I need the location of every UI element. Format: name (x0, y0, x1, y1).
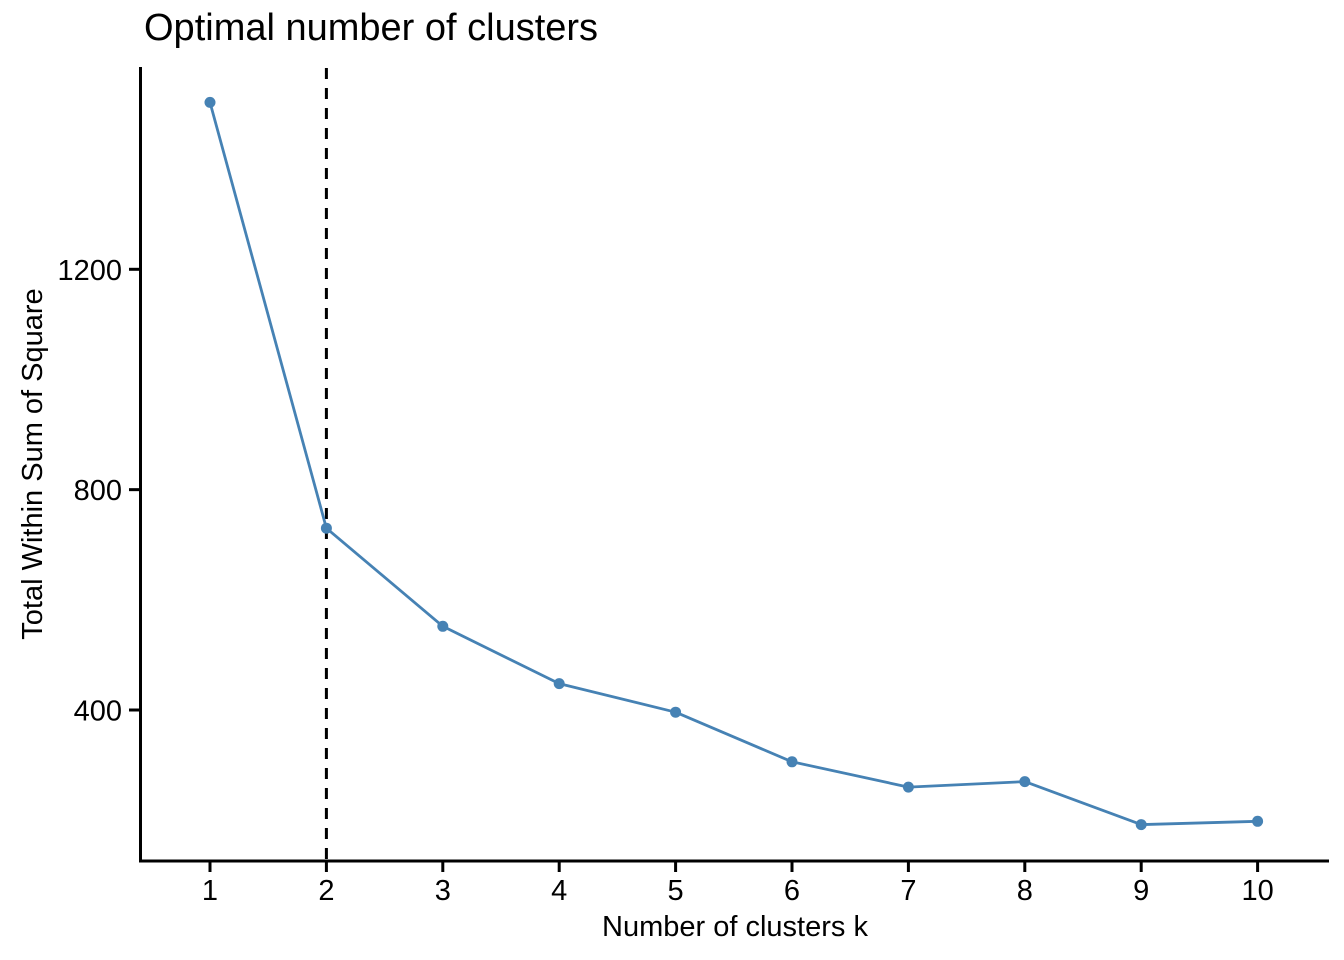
x-tick-label: 1 (202, 875, 218, 907)
x-tick-label: 3 (435, 875, 451, 907)
y-tick-label: 800 (74, 475, 122, 507)
wss-point (1135, 819, 1147, 831)
x-tick-label: 10 (1241, 875, 1273, 907)
wss-point (553, 678, 565, 690)
y-axis-title: Total Within Sum of Square (17, 288, 49, 640)
x-tick-label: 9 (1133, 875, 1149, 907)
wss-point (670, 706, 682, 718)
wss-point (320, 522, 332, 534)
x-tick-label: 8 (1017, 875, 1033, 907)
x-tick-label: 2 (318, 875, 334, 907)
wss-point (437, 620, 449, 632)
wss-line (208, 102, 1258, 826)
wss-point (902, 781, 914, 793)
x-tick-label: 6 (784, 875, 800, 907)
wss-point (786, 756, 798, 768)
x-tick-label: 4 (551, 875, 567, 907)
wss-point (204, 96, 216, 108)
wss-point (1019, 776, 1031, 788)
y-tick-label: 400 (74, 696, 122, 728)
x-axis-title: Number of clusters k (602, 911, 868, 943)
wss-point (1252, 815, 1264, 827)
x-tick-label: 7 (900, 875, 916, 907)
chart-title: Optimal number of clusters (144, 7, 599, 49)
x-tick-label: 5 (668, 875, 684, 907)
y-tick-label: 1200 (57, 255, 122, 287)
